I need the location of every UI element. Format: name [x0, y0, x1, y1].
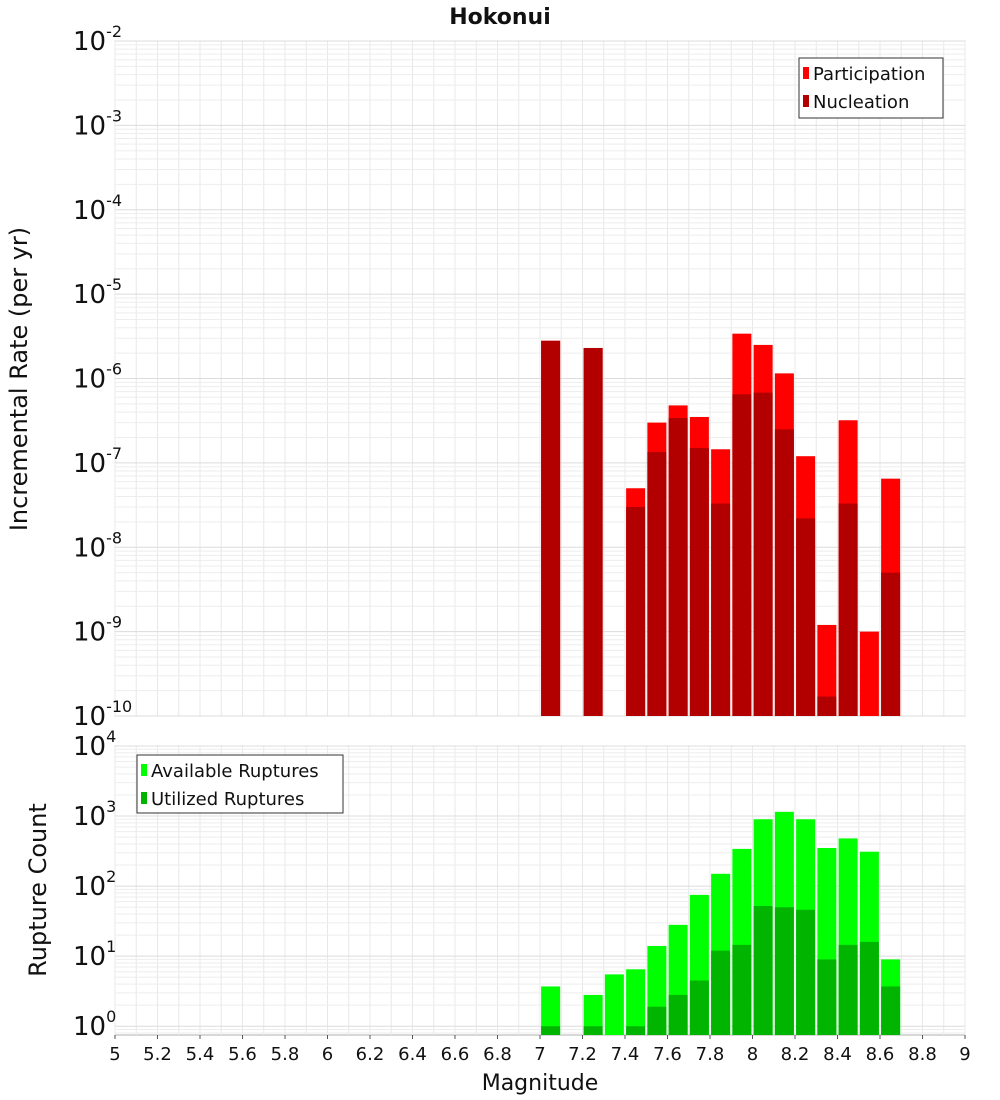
legend-swatch	[803, 95, 809, 107]
x-tick-label: 7.8	[696, 1044, 725, 1065]
bottom-y-axis-label: Rupture Count	[24, 803, 52, 977]
bar-nucleation	[753, 392, 773, 716]
legend-label: Available Ruptures	[151, 761, 319, 782]
x-tick-label: 5.6	[228, 1044, 257, 1065]
bottom-bars	[541, 811, 901, 1035]
bar-nucleation	[817, 696, 837, 716]
bar-utilized-ruptures	[541, 1026, 561, 1035]
bar-nucleation	[774, 429, 794, 716]
chart-title: Hokonui	[449, 5, 551, 30]
legend-label: Nucleation	[813, 92, 909, 113]
top-grid	[114, 40, 966, 717]
bar-available-ruptures	[626, 969, 646, 1035]
legend-swatch	[803, 67, 809, 79]
bar-nucleation	[711, 503, 731, 716]
legend-swatch	[141, 792, 147, 804]
bar-utilized-ruptures	[711, 950, 731, 1035]
bar-utilized-ruptures	[838, 944, 858, 1035]
x-tick-label: 8.4	[823, 1044, 852, 1065]
x-tick-labels: 5 5.2 5.4 5.6 5.8 6 6.2 6.4 6.6 6.8 7 7.2 7.4 7.6 7.8 8…	[109, 1035, 971, 1065]
bar-available-ruptures	[541, 986, 561, 1035]
bar-utilized-ruptures	[647, 1006, 667, 1035]
x-tick-label: 7	[534, 1044, 545, 1065]
legend-label: Utilized Ruptures	[151, 789, 304, 810]
x-tick-label: 8	[747, 1044, 758, 1065]
bar-nucleation	[626, 506, 646, 716]
bar-participation	[859, 631, 879, 717]
y-tick-label: 10-4	[73, 191, 122, 226]
x-tick-label: 6.4	[398, 1044, 427, 1065]
legend-box	[798, 57, 944, 119]
legend-label: Participation	[813, 64, 925, 85]
bar-utilized-ruptures	[583, 1026, 603, 1035]
top-panel: 10-10 10-9 10-8 10-7 10-6 10-5 10-4 10-3 10-2 In…	[5, 22, 966, 732]
x-tick-label: 9	[959, 1044, 970, 1065]
y-tick-label: 10-5	[73, 275, 122, 310]
y-tick-label: 10-9	[73, 613, 122, 648]
x-axis-label: Magnitude	[482, 1071, 599, 1096]
x-tick-label: 5.2	[143, 1044, 172, 1065]
bar-utilized-ruptures	[859, 941, 879, 1035]
bar-nucleation	[668, 418, 688, 716]
x-tick-label: 6.6	[441, 1044, 470, 1065]
bar-utilized-ruptures	[796, 909, 816, 1035]
bottom-legend: Available Ruptures Utilized Ruptures	[136, 754, 344, 814]
top-legend: Participation Nucleation	[798, 57, 944, 119]
x-tick-label: 5.4	[186, 1044, 215, 1065]
bar-nucleation	[583, 347, 603, 716]
bar-nucleation	[689, 448, 709, 716]
bar-nucleation	[881, 572, 901, 716]
x-tick-label: 8.2	[781, 1044, 810, 1065]
bar-utilized-ruptures	[668, 994, 688, 1035]
x-tick-label: 6.8	[483, 1044, 512, 1065]
legend-box	[136, 754, 344, 814]
top-y-tick-labels: 10-10 10-9 10-8 10-7 10-6 10-5 10-4 10-3 10-2	[73, 22, 132, 732]
top-bars	[541, 333, 901, 717]
bar-utilized-ruptures	[753, 906, 773, 1035]
bar-nucleation	[796, 518, 816, 716]
x-tick-label: 5	[109, 1044, 120, 1065]
bottom-y-tick-labels: 100 101 102 103 104	[73, 727, 116, 1042]
legend-swatch	[141, 764, 147, 776]
y-tick-label: 10-6	[73, 360, 122, 395]
x-tick-label: 8.8	[908, 1044, 937, 1065]
y-tick-label: 103	[73, 797, 116, 832]
bar-utilized-ruptures	[626, 1026, 646, 1035]
y-tick-label: 102	[73, 867, 116, 902]
y-tick-label: 104	[73, 727, 116, 762]
x-tick-label: 7.2	[568, 1044, 597, 1065]
y-tick-label: 10-2	[73, 22, 122, 57]
x-tick-label: 7.4	[611, 1044, 640, 1065]
y-tick-label: 10-7	[73, 444, 122, 479]
y-tick-label: 10-10	[73, 697, 132, 732]
bar-utilized-ruptures	[774, 907, 794, 1035]
bar-utilized-ruptures	[732, 944, 752, 1035]
x-tick-label: 6.2	[356, 1044, 385, 1065]
x-tick-label: 6	[322, 1044, 333, 1065]
bar-nucleation	[541, 340, 561, 716]
top-y-axis-label: Incremental Rate (per yr)	[5, 227, 33, 531]
y-tick-label: 10-8	[73, 528, 122, 563]
bar-utilized-ruptures	[881, 986, 901, 1035]
x-tick-label: 5.8	[271, 1044, 300, 1065]
bottom-panel: 100 101 102 103 104 5 5.2 5.4 5.6 5.8 6 6.2 6.4 6.6 6…	[24, 727, 971, 1096]
bar-available-ruptures	[604, 974, 624, 1035]
bar-available-ruptures	[583, 994, 603, 1035]
bar-nucleation	[647, 451, 667, 716]
x-tick-label: 8.6	[866, 1044, 895, 1065]
bar-utilized-ruptures	[689, 980, 709, 1035]
y-tick-label: 100	[73, 1007, 116, 1042]
y-tick-label: 10-3	[73, 106, 122, 141]
bar-participation	[817, 624, 837, 716]
y-tick-label: 101	[73, 937, 116, 972]
x-tick-label: 7.6	[653, 1044, 682, 1065]
bar-nucleation	[838, 503, 858, 716]
bar-utilized-ruptures	[817, 959, 837, 1035]
bar-nucleation	[732, 394, 752, 716]
